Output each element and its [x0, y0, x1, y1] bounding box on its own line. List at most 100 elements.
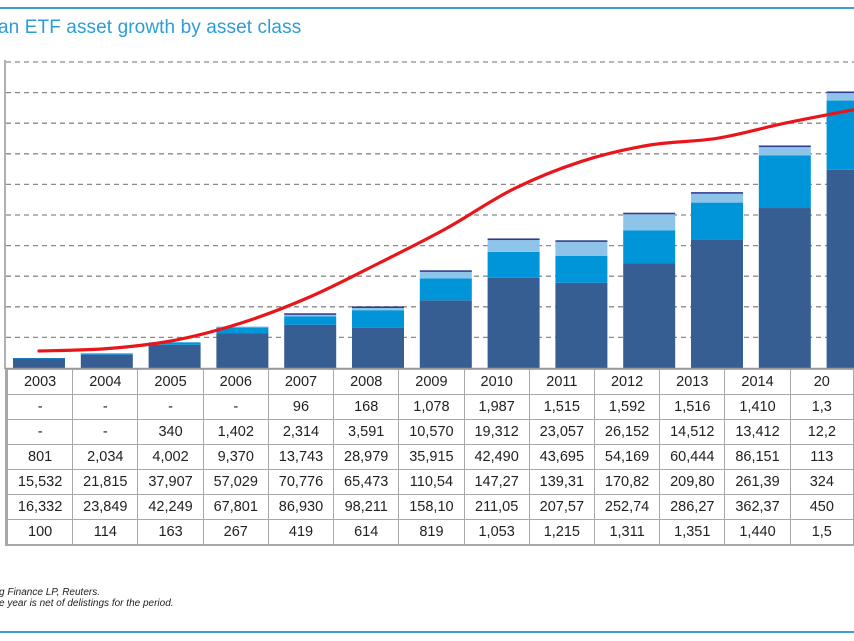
bar-segment-commodity — [555, 241, 608, 257]
year-header-cell: 2014 — [724, 369, 791, 395]
year-header-cell: 2008 — [333, 369, 400, 395]
bar-segment-fixed-income — [691, 202, 743, 240]
bar-stack-2005 — [148, 342, 201, 368]
table-cell: - — [202, 394, 269, 420]
table-cell: 21,815 — [72, 469, 139, 495]
bar-segment-equity — [691, 239, 743, 368]
year-header-cell: 2010 — [463, 369, 530, 395]
footnote: e year is net of delistings for the peri… — [0, 598, 174, 609]
table-cell: 147,27 — [463, 469, 530, 495]
table-row: 16,332 23,849 42,249 67,801 86,930 98,211 158,… — [5, 494, 854, 520]
table-cell: 42,249 — [137, 494, 204, 520]
table-cell: 114 — [72, 519, 139, 546]
table-cell: 10,570 — [398, 419, 465, 445]
table-cell: 207,57 — [528, 494, 595, 520]
table-cell: 12,2 — [789, 419, 854, 445]
bar-segment-equity — [555, 282, 608, 368]
bar-segment-equity — [284, 324, 337, 368]
bar-segment-commodity — [352, 307, 404, 311]
table-cell: 26,152 — [593, 419, 661, 445]
table-cell: 2,034 — [72, 444, 139, 470]
bar-segment-equity — [419, 300, 472, 368]
bar-segment-fixed-income — [623, 230, 676, 264]
bar-segment-other — [691, 192, 743, 194]
bar-segment-other — [623, 212, 676, 215]
table-cell: 614 — [333, 519, 400, 546]
bottom-rule — [0, 631, 854, 633]
bar-segment-fixed-income — [419, 278, 472, 301]
table-cell: 96 — [267, 394, 335, 420]
table-cell: 261,39 — [724, 469, 791, 495]
table-cell: 4,002 — [137, 444, 204, 470]
table-cell: 70,776 — [267, 469, 335, 495]
year-header-cell: 2007 — [267, 369, 335, 395]
table-cell: 170,82 — [593, 469, 661, 495]
bar-segment-equity — [80, 354, 133, 368]
table-cell: - — [6, 419, 74, 445]
table-cell: 19,312 — [463, 419, 530, 445]
table-row: 801 2,034 4,002 9,370 13,743 28,979 35,915 42,4… — [5, 444, 854, 470]
table-cell: 37,907 — [137, 469, 204, 495]
year-header-cell: 2003 — [6, 369, 74, 395]
bar-segment-fixed-income — [487, 251, 540, 278]
bar-stack-2013 — [691, 192, 743, 368]
year-header-cell: 2009 — [398, 369, 465, 395]
bar-stack-2004 — [80, 353, 133, 368]
table-cell: 163 — [137, 519, 204, 546]
bar-segment-other — [419, 270, 472, 272]
table-cell: 450 — [789, 494, 854, 520]
table-cell: 1,3 — [789, 394, 854, 420]
bar-segment-other — [555, 240, 608, 242]
table-cell: 35,915 — [398, 444, 465, 470]
bar-segment-commodity — [758, 147, 811, 156]
table-cell: 139,31 — [528, 469, 595, 495]
table-row: 100 114 163 267 419 614 819 1,053 1,215 1,311 1,35… — [5, 519, 854, 546]
table-cell: - — [137, 394, 204, 420]
year-header-cell: 20 — [789, 369, 854, 395]
bar-segment-fixed-income — [148, 342, 201, 345]
table-cell: 15,532 — [6, 469, 74, 495]
table-cell: 252,74 — [593, 494, 661, 520]
table-cell: 14,512 — [659, 419, 726, 445]
year-header-cell: 2006 — [202, 369, 269, 395]
table-cell: 1,402 — [202, 419, 269, 445]
table-cell: 1,053 — [463, 519, 530, 546]
table-cell: 1,592 — [593, 394, 661, 420]
bar-stack-2011 — [555, 240, 608, 368]
table-cell: - — [6, 394, 74, 420]
bar-stack-2014 — [758, 145, 811, 368]
bar-stack-2010 — [487, 238, 540, 368]
table-cell: 13,412 — [724, 419, 791, 445]
table-cell: 286,27 — [659, 494, 726, 520]
bar-stack-2008 — [352, 306, 404, 368]
table-cell: 158,10 — [398, 494, 465, 520]
bar-segment-commodity — [216, 326, 269, 328]
table-cell: - — [72, 394, 139, 420]
bar-segment-equity — [148, 344, 201, 368]
bar-segment-equity — [758, 208, 811, 368]
year-header-cell: 2004 — [72, 369, 139, 395]
table-cell: 86,151 — [724, 444, 791, 470]
table-cell: 1,410 — [724, 394, 791, 420]
chart-title: an ETF asset growth by asset class — [0, 17, 302, 38]
table-cell: 168 — [333, 394, 400, 420]
year-header-cell: 2013 — [659, 369, 726, 395]
table-cell: 1,515 — [528, 394, 595, 420]
bar-segment-fixed-income — [80, 353, 133, 355]
bar-segment-other — [758, 145, 811, 148]
table-cell: 2,314 — [267, 419, 335, 445]
table-cell: 362,37 — [724, 494, 791, 520]
bar-segment-equity — [216, 333, 269, 368]
table-cell: 419 — [267, 519, 335, 546]
table-cell: 340 — [137, 419, 204, 445]
bar-stack-2003 — [13, 358, 65, 368]
table-cell: 267 — [202, 519, 269, 546]
bar-segment-commodity — [487, 240, 540, 252]
data-table: 2003 2004 2005 2006 2007 2008 2009 2010 2011 2012… — [5, 369, 854, 546]
bar-stack-2015 — [826, 91, 854, 368]
table-header-row: 2003 2004 2005 2006 2007 2008 2009 2010 2011 2012… — [5, 369, 854, 395]
source-note: g Finance LP, Reuters. — [0, 587, 100, 598]
table-cell: 57,029 — [202, 469, 269, 495]
table-cell: 42,490 — [463, 444, 530, 470]
table-cell: 1,215 — [528, 519, 595, 546]
